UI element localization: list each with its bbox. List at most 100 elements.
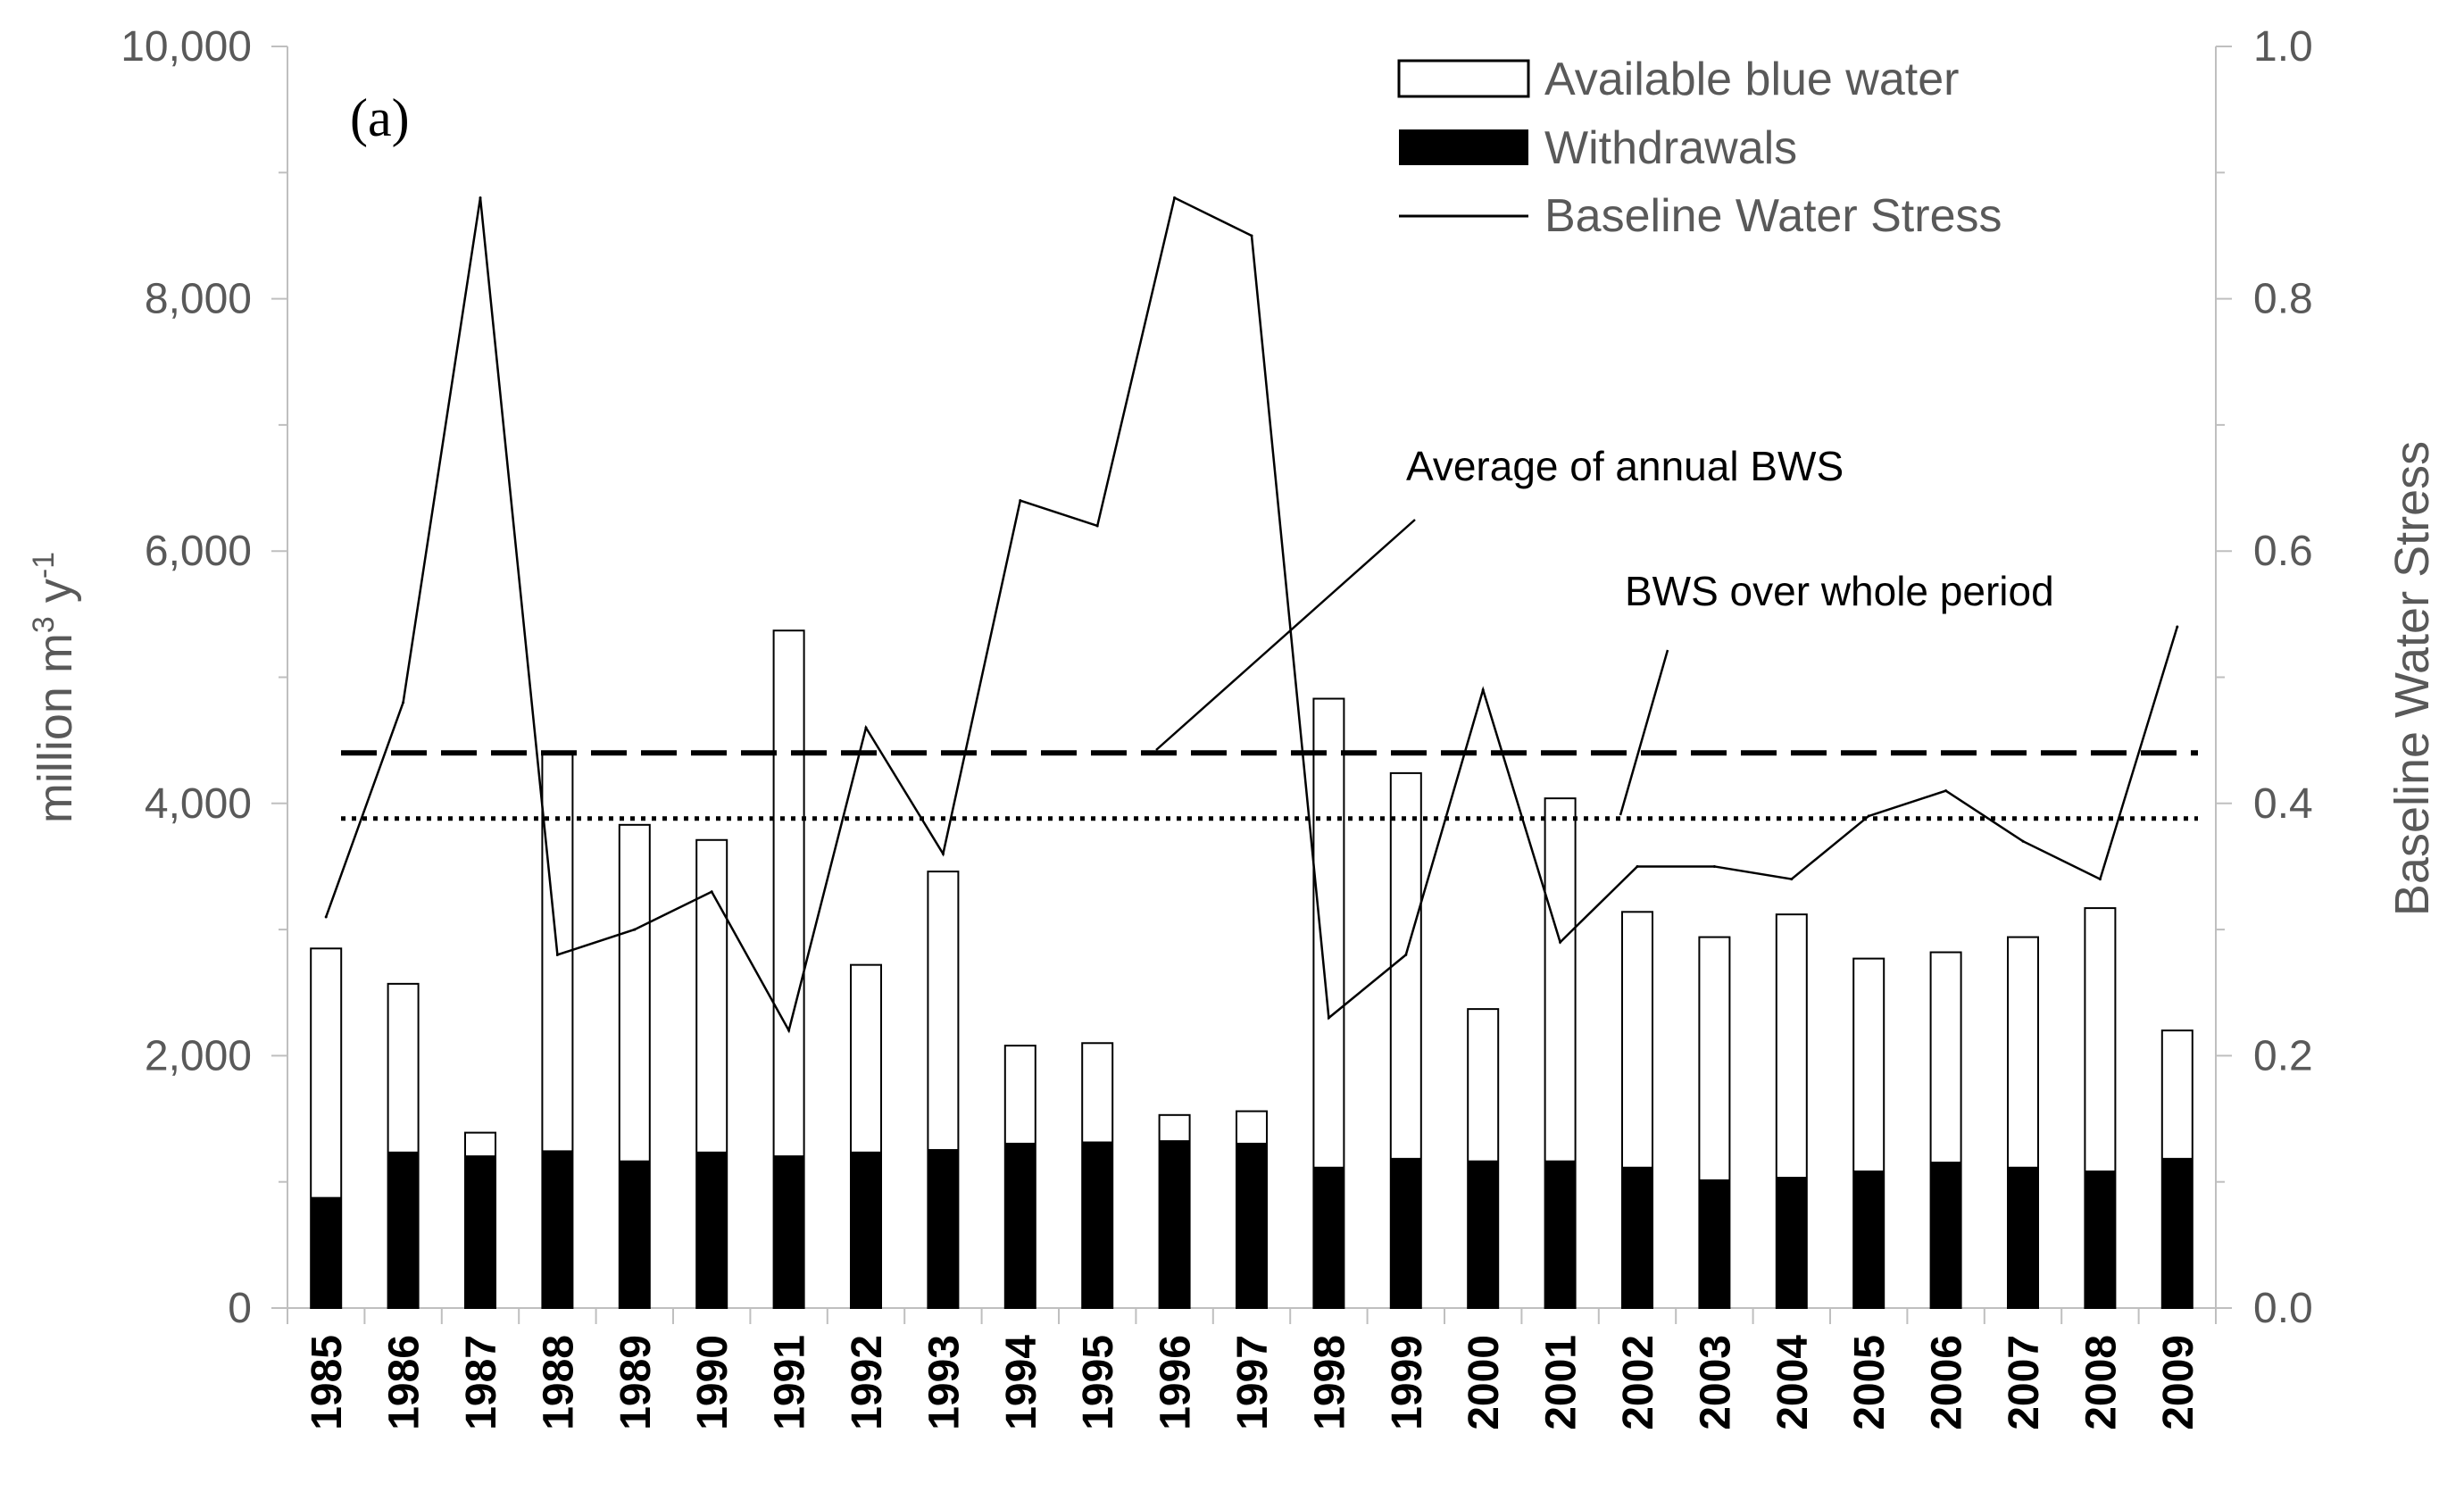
annotation-leader-average	[1155, 519, 1416, 751]
x-tick-label: 1996	[1153, 1335, 1200, 1430]
bws-point-2002	[1636, 864, 1639, 868]
x-tick-label: 1994	[998, 1335, 1045, 1430]
annotation-leader-whole-period	[1619, 649, 1669, 816]
bar-withdrawals-1996	[1159, 1140, 1190, 1308]
x-tick-label: 2001	[1538, 1335, 1586, 1430]
bar-withdrawals-1998	[1313, 1166, 1344, 1308]
y-left-axis-title: million m3 y-1	[27, 552, 82, 823]
x-tick-label: 1998	[1306, 1335, 1353, 1430]
y-right-tick-label: 1.0	[2253, 23, 2313, 71]
baseline-water-stress-line	[324, 196, 2179, 1034]
legend-label-bws: Baseline Water Stress	[1544, 190, 2002, 242]
bar-withdrawals-1991	[773, 1155, 804, 1308]
bar-withdrawals-1997	[1236, 1142, 1267, 1308]
y-left-tick-label: 10,000	[121, 23, 252, 71]
panel-label: (a)	[350, 88, 410, 147]
bar-withdrawals-1989	[619, 1160, 650, 1308]
x-tick-label: 1997	[1229, 1335, 1277, 1430]
x-tick-label: 2004	[1769, 1335, 1817, 1430]
bws-point-2006	[1944, 789, 1948, 793]
y-left-label-sup2: -1	[27, 552, 61, 579]
x-tick-label: 2009	[2155, 1335, 2202, 1430]
bar-withdrawals-1986	[387, 1151, 419, 1308]
x-tick-label: 1988	[535, 1335, 582, 1430]
bws-point-1994	[1019, 499, 1022, 503]
bar-withdrawals-2007	[2008, 1166, 2038, 1308]
y-right-axis-title: Baseline Water Stress	[2385, 441, 2439, 916]
bws-point-1985	[324, 915, 328, 919]
bar-withdrawals-1988	[542, 1150, 573, 1308]
bws-point-2007	[2021, 839, 2025, 843]
x-tick-label: 2006	[1924, 1335, 1971, 1430]
bws-point-1999	[1404, 953, 1408, 956]
bws-point-1986	[402, 701, 405, 704]
x-tick-label: 1987	[458, 1335, 505, 1430]
bar-withdrawals-2008	[2085, 1170, 2116, 1308]
bar-withdrawals-1990	[696, 1151, 728, 1308]
bar-withdrawals-1987	[465, 1155, 495, 1308]
bws-point-1995	[1095, 524, 1099, 528]
x-tick-label: 2002	[1615, 1335, 1662, 1430]
y-right-tick-label: 0.8	[2253, 276, 2313, 323]
annotation-average-annual-bws: Average of annual BWS	[1406, 443, 1844, 489]
bar-withdrawals-1995	[1082, 1141, 1113, 1308]
x-tick-label: 1992	[844, 1335, 891, 1430]
bws-point-1990	[710, 890, 713, 894]
bws-point-2004	[1790, 878, 1794, 881]
bar-withdrawals-2001	[1544, 1160, 1576, 1308]
bar-withdrawals-2006	[1930, 1162, 1961, 1308]
bws-point-2000	[1481, 688, 1485, 692]
y-left-tick-label: 4,000	[145, 780, 252, 828]
bws-point-2008	[2098, 878, 2102, 881]
legend: Available blue water Withdrawals Baselin…	[1397, 54, 2002, 242]
bws-point-2005	[1867, 814, 1870, 818]
y-left-label-mid: y	[29, 579, 82, 616]
bar-withdrawals-1994	[1004, 1142, 1036, 1308]
bws-point-1988	[555, 953, 559, 956]
legend-swatch-available	[1397, 59, 1530, 98]
x-tick-label: 1993	[920, 1335, 968, 1430]
x-tick-label: 1985	[304, 1335, 351, 1430]
bws-point-2001	[1559, 940, 1562, 944]
x-tick-label: 2003	[1692, 1335, 1739, 1430]
x-tick-label: 1989	[612, 1335, 660, 1430]
bws-point-1987	[479, 196, 482, 200]
bws-point-1993	[941, 852, 945, 855]
bws-point-1992	[864, 726, 868, 729]
bar-withdrawals-1993	[928, 1148, 959, 1308]
bar-withdrawals-2003	[1699, 1179, 1730, 1308]
withdrawals-bars	[311, 1140, 2193, 1308]
y-left-label-main: million m	[29, 633, 82, 823]
legend-swatch-withdrawals	[1399, 129, 1528, 165]
y-right-tick-label: 0.4	[2253, 780, 2313, 828]
y-left-tick-label: 2,000	[145, 1032, 252, 1079]
bar-withdrawals-2000	[1468, 1160, 1499, 1308]
bws-point-1989	[633, 928, 637, 931]
x-tick-label: 1990	[689, 1335, 737, 1430]
x-tick-label: 1995	[1075, 1335, 1122, 1430]
y-right-tick-label: 0.6	[2253, 528, 2313, 575]
y-left-tick-label: 6,000	[145, 528, 252, 575]
bws-point-1997	[1250, 234, 1253, 238]
bar-withdrawals-2004	[1776, 1177, 1807, 1308]
y-left-tick-label: 8,000	[145, 276, 252, 323]
y-right-tick-label: 0.2	[2253, 1032, 2313, 1079]
reference-lines	[341, 750, 2198, 821]
bws-point-2003	[1712, 864, 1716, 868]
bar-withdrawals-1985	[311, 1196, 342, 1308]
x-tick-label: 2005	[1846, 1335, 1894, 1430]
x-tick-label: 2007	[2001, 1335, 2048, 1430]
x-tick-label: 1991	[767, 1335, 814, 1430]
bws-point-1996	[1173, 196, 1177, 200]
y-left-label-sup1: 3	[27, 616, 61, 633]
x-tick-label: 1986	[381, 1335, 429, 1430]
legend-label-available: Available blue water	[1544, 54, 1959, 105]
bws-point-1998	[1327, 1016, 1330, 1020]
bar-withdrawals-2009	[2161, 1157, 2193, 1308]
x-tick-label: 1999	[1384, 1335, 1431, 1430]
annotation-bws-whole-period: BWS over whole period	[1625, 568, 2054, 614]
x-tick-label: 2008	[2077, 1335, 2125, 1430]
y-left-tick-label: 0	[228, 1285, 252, 1332]
x-tick-label: 2000	[1461, 1335, 1508, 1430]
